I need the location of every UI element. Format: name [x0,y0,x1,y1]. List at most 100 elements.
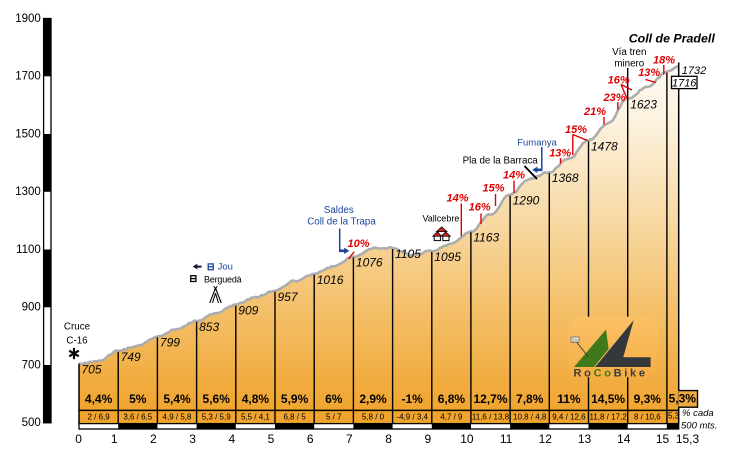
svg-text:RoCoBike: RoCoBike [574,368,648,380]
svg-text:1623: 1623 [630,98,657,112]
svg-text:3: 3 [189,432,196,446]
svg-text:11%: 11% [557,392,581,406]
svg-text:4,9 / 5,8: 4,9 / 5,8 [163,412,192,421]
svg-text:1095: 1095 [434,250,461,264]
svg-text:9,3%: 9,3% [634,392,662,406]
svg-text:Vía tren: Vía tren [612,47,646,58]
svg-text:8 / 10,6: 8 / 10,6 [634,412,661,421]
svg-text:4,4%: 4,4% [85,392,113,406]
svg-text:10: 10 [460,432,474,446]
svg-text:6: 6 [307,432,314,446]
svg-text:Cruce: Cruce [64,322,91,333]
svg-text:Pla de la Barraca: Pla de la Barraca [463,155,539,166]
svg-text:957: 957 [278,290,299,304]
svg-text:16%: 16% [469,202,491,214]
svg-text:14,5%: 14,5% [591,392,625,406]
svg-text:2,9%: 2,9% [359,392,387,406]
svg-text:5,3%: 5,3% [669,392,697,406]
svg-text:1290: 1290 [513,194,540,208]
svg-text:10%: 10% [348,238,370,250]
svg-text:13: 13 [578,432,592,446]
svg-text:Vallcebre: Vallcebre [422,213,459,223]
svg-text:11: 11 [500,432,513,446]
svg-text:700: 700 [22,359,41,371]
svg-text:799: 799 [160,335,180,349]
svg-text:% cada: % cada [682,408,714,419]
svg-text:1732: 1732 [682,65,706,77]
svg-text:5: 5 [268,432,275,446]
svg-text:1: 1 [111,432,118,446]
svg-text:5,3 / 5,9: 5,3 / 5,9 [202,412,231,421]
svg-text:8: 8 [385,432,392,446]
svg-text:909: 909 [238,304,258,318]
svg-text:-1%: -1% [402,392,424,406]
svg-text:4,7 / 9: 4,7 / 9 [440,412,463,421]
svg-text:5,5 / 4,1: 5,5 / 4,1 [241,412,270,421]
svg-text:6,8 / 5: 6,8 / 5 [283,412,306,421]
svg-text:11,8 / 17,2: 11,8 / 17,2 [589,412,627,421]
svg-text:Fumanya: Fumanya [517,137,557,148]
svg-text:14%: 14% [503,169,525,181]
svg-text:5,8 / 0: 5,8 / 0 [362,412,385,421]
svg-text:13%: 13% [549,148,571,160]
svg-text:500 mts.: 500 mts. [681,420,717,431]
svg-text:5,6%: 5,6% [203,392,231,406]
svg-text:1716: 1716 [672,77,697,89]
svg-text:1016: 1016 [317,273,344,287]
svg-text:5,9%: 5,9% [281,392,309,406]
svg-text:15%: 15% [483,182,505,194]
svg-text:Coll de Pradell: Coll de Pradell [629,31,716,45]
svg-text:1300: 1300 [15,186,41,198]
svg-text:9,4 / 12,6: 9,4 / 12,6 [552,412,586,421]
svg-text:7,8%: 7,8% [516,392,544,406]
svg-text:13%: 13% [638,67,660,79]
svg-text:Coll de la Trapa: Coll de la Trapa [307,217,376,228]
svg-text:11,6 / 13,8: 11,6 / 13,8 [472,412,510,421]
svg-text:900: 900 [22,302,41,314]
svg-text:14%: 14% [447,192,469,204]
svg-text:minero: minero [614,59,644,70]
svg-text:C-16: C-16 [66,336,88,347]
svg-text:15,3: 15,3 [676,432,700,446]
svg-text:1100: 1100 [16,244,41,256]
svg-text:5,4%: 5,4% [163,392,191,406]
svg-text:5,3: 5,3 [668,412,680,421]
svg-text:1900: 1900 [15,13,41,25]
svg-text:12: 12 [539,432,553,446]
svg-text:6%: 6% [325,392,343,406]
svg-text:9: 9 [424,432,431,446]
svg-text:3,6 / 6,5: 3,6 / 6,5 [123,412,152,421]
svg-text:14: 14 [617,432,631,446]
svg-text:23%: 23% [603,92,626,104]
svg-text:10,8 / 4,8: 10,8 / 4,8 [513,412,547,421]
svg-text:12,7%: 12,7% [473,392,507,406]
svg-text:1478: 1478 [591,139,618,153]
svg-text:853: 853 [199,320,219,334]
svg-text:Berguedà: Berguedà [204,274,242,284]
svg-text:2: 2 [150,432,157,446]
svg-text:15%: 15% [565,124,587,136]
svg-text:1163: 1163 [473,230,499,244]
svg-text:1500: 1500 [15,128,41,140]
svg-text:5 / 7: 5 / 7 [326,412,342,421]
svg-text:4,8%: 4,8% [242,392,270,406]
svg-text:1368: 1368 [552,171,579,185]
svg-text:4: 4 [228,432,235,446]
svg-text:5%: 5% [129,392,147,406]
svg-text:5%: 5% [572,337,578,342]
svg-text:1105: 1105 [395,247,421,261]
svg-text:6,8%: 6,8% [438,392,466,406]
svg-text:2 / 6,9: 2 / 6,9 [87,412,110,421]
svg-text:18%: 18% [653,54,675,66]
svg-text:705: 705 [82,363,102,377]
svg-text:16%: 16% [608,74,630,86]
svg-text:1076: 1076 [356,256,383,270]
svg-text:-4,9 / 3,4: -4,9 / 3,4 [396,412,428,421]
svg-text:749: 749 [121,350,141,364]
svg-text:Saldes: Saldes [324,205,354,216]
svg-text:7: 7 [346,432,353,446]
svg-text:15: 15 [656,432,670,446]
svg-text:500: 500 [22,417,41,429]
svg-text:21%: 21% [583,106,606,118]
svg-text:1700: 1700 [15,71,41,83]
